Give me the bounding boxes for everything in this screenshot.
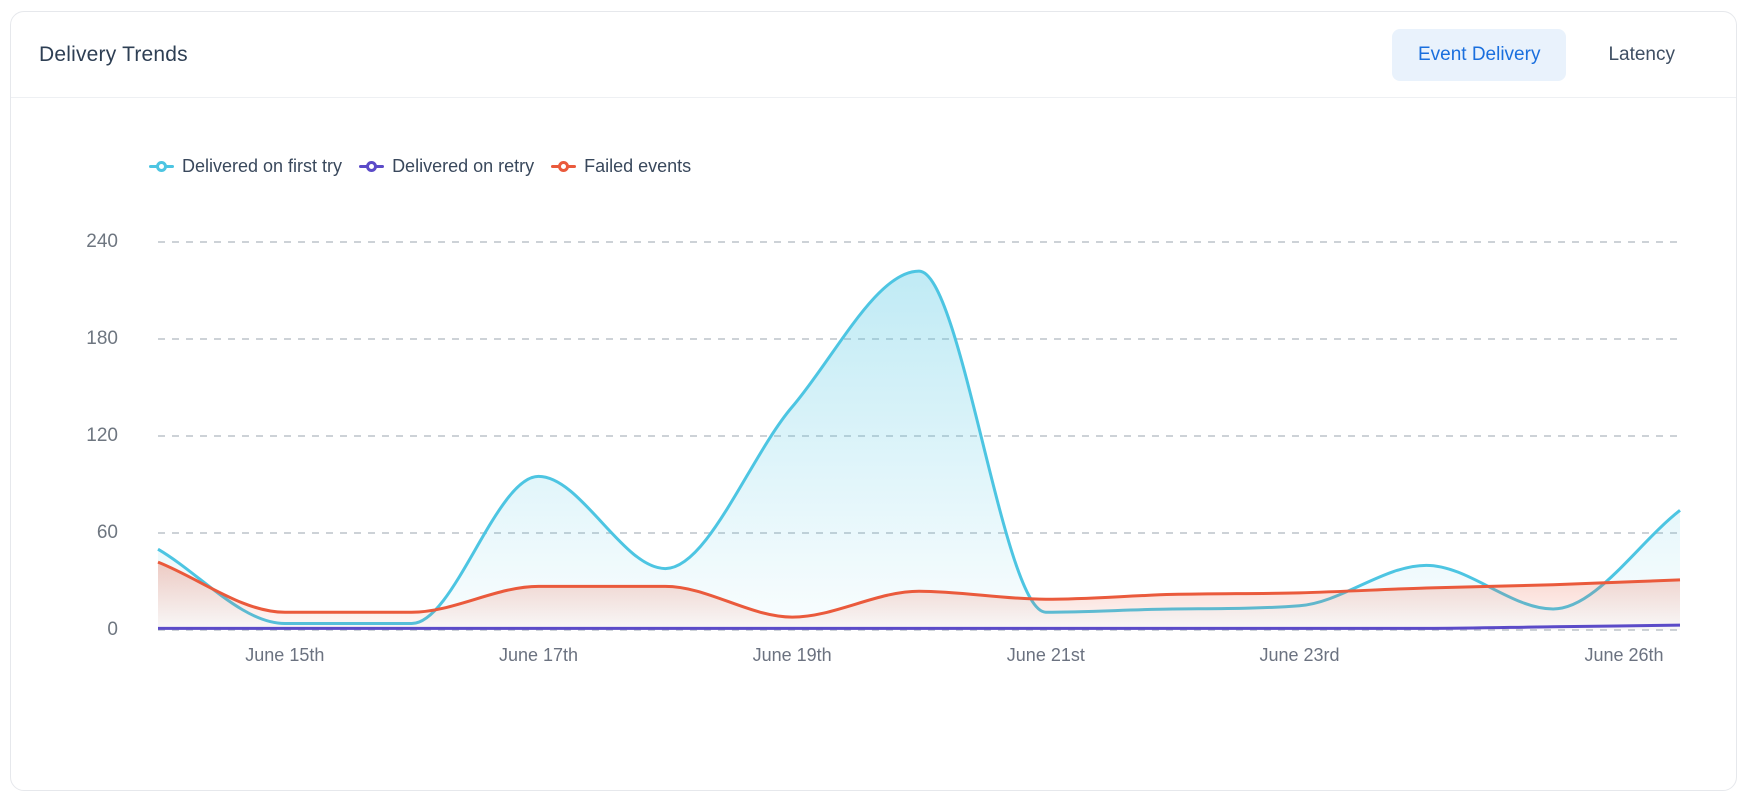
area-failed-events xyxy=(158,562,1680,630)
y-axis-tick-label: 240 xyxy=(86,231,118,252)
x-axis-tick-label: June 26th xyxy=(1584,645,1664,665)
tab-latency[interactable]: Latency xyxy=(1608,43,1675,65)
legend-label: Delivered on retry xyxy=(392,156,535,176)
tab-event-delivery[interactable]: Event Delivery xyxy=(1391,28,1567,81)
legend-item-retry[interactable]: Delivered on retry xyxy=(359,156,534,177)
delivery-trends-chart-canvas[interactable] xyxy=(0,0,1746,736)
y-axis-tick-label: 60 xyxy=(96,522,118,543)
line-delivered-on-retry xyxy=(158,623,1681,630)
x-axis-tick-label: June 21st xyxy=(1006,645,1085,665)
tab-group: Event Delivery Latency xyxy=(1391,28,1701,81)
legend-label: Delivered on first try xyxy=(182,156,343,176)
x-axis-tick-label: June 15th xyxy=(245,645,325,665)
x-axis-tick-label: June 23rd xyxy=(1259,645,1340,665)
card-header: Delivery Trends Event Delivery Latency xyxy=(11,12,1736,98)
chart-legend: Delivered on first try Delivered on retr… xyxy=(149,156,691,177)
y-axis-tick-label: 0 xyxy=(107,619,118,640)
legend-item-first-try[interactable]: Delivered on first try xyxy=(149,156,342,177)
y-axis-tick-label: 180 xyxy=(86,328,118,349)
x-axis-tick-label: June 17th xyxy=(498,645,579,665)
line-failed-events xyxy=(157,560,1681,619)
legend-item-failed[interactable]: Failed events xyxy=(551,156,691,177)
legend-marker-failed-icon xyxy=(551,161,577,172)
legend-marker-first-try-icon xyxy=(149,161,174,172)
area-delivered-first-try xyxy=(158,271,1680,630)
x-axis-tick-label: June 19th xyxy=(752,645,832,665)
y-axis-tick-label: 120 xyxy=(86,425,118,446)
legend-marker-retry-icon xyxy=(359,161,385,172)
legend-label: Failed events xyxy=(584,156,692,176)
page-title: Delivery Trends xyxy=(39,42,188,66)
